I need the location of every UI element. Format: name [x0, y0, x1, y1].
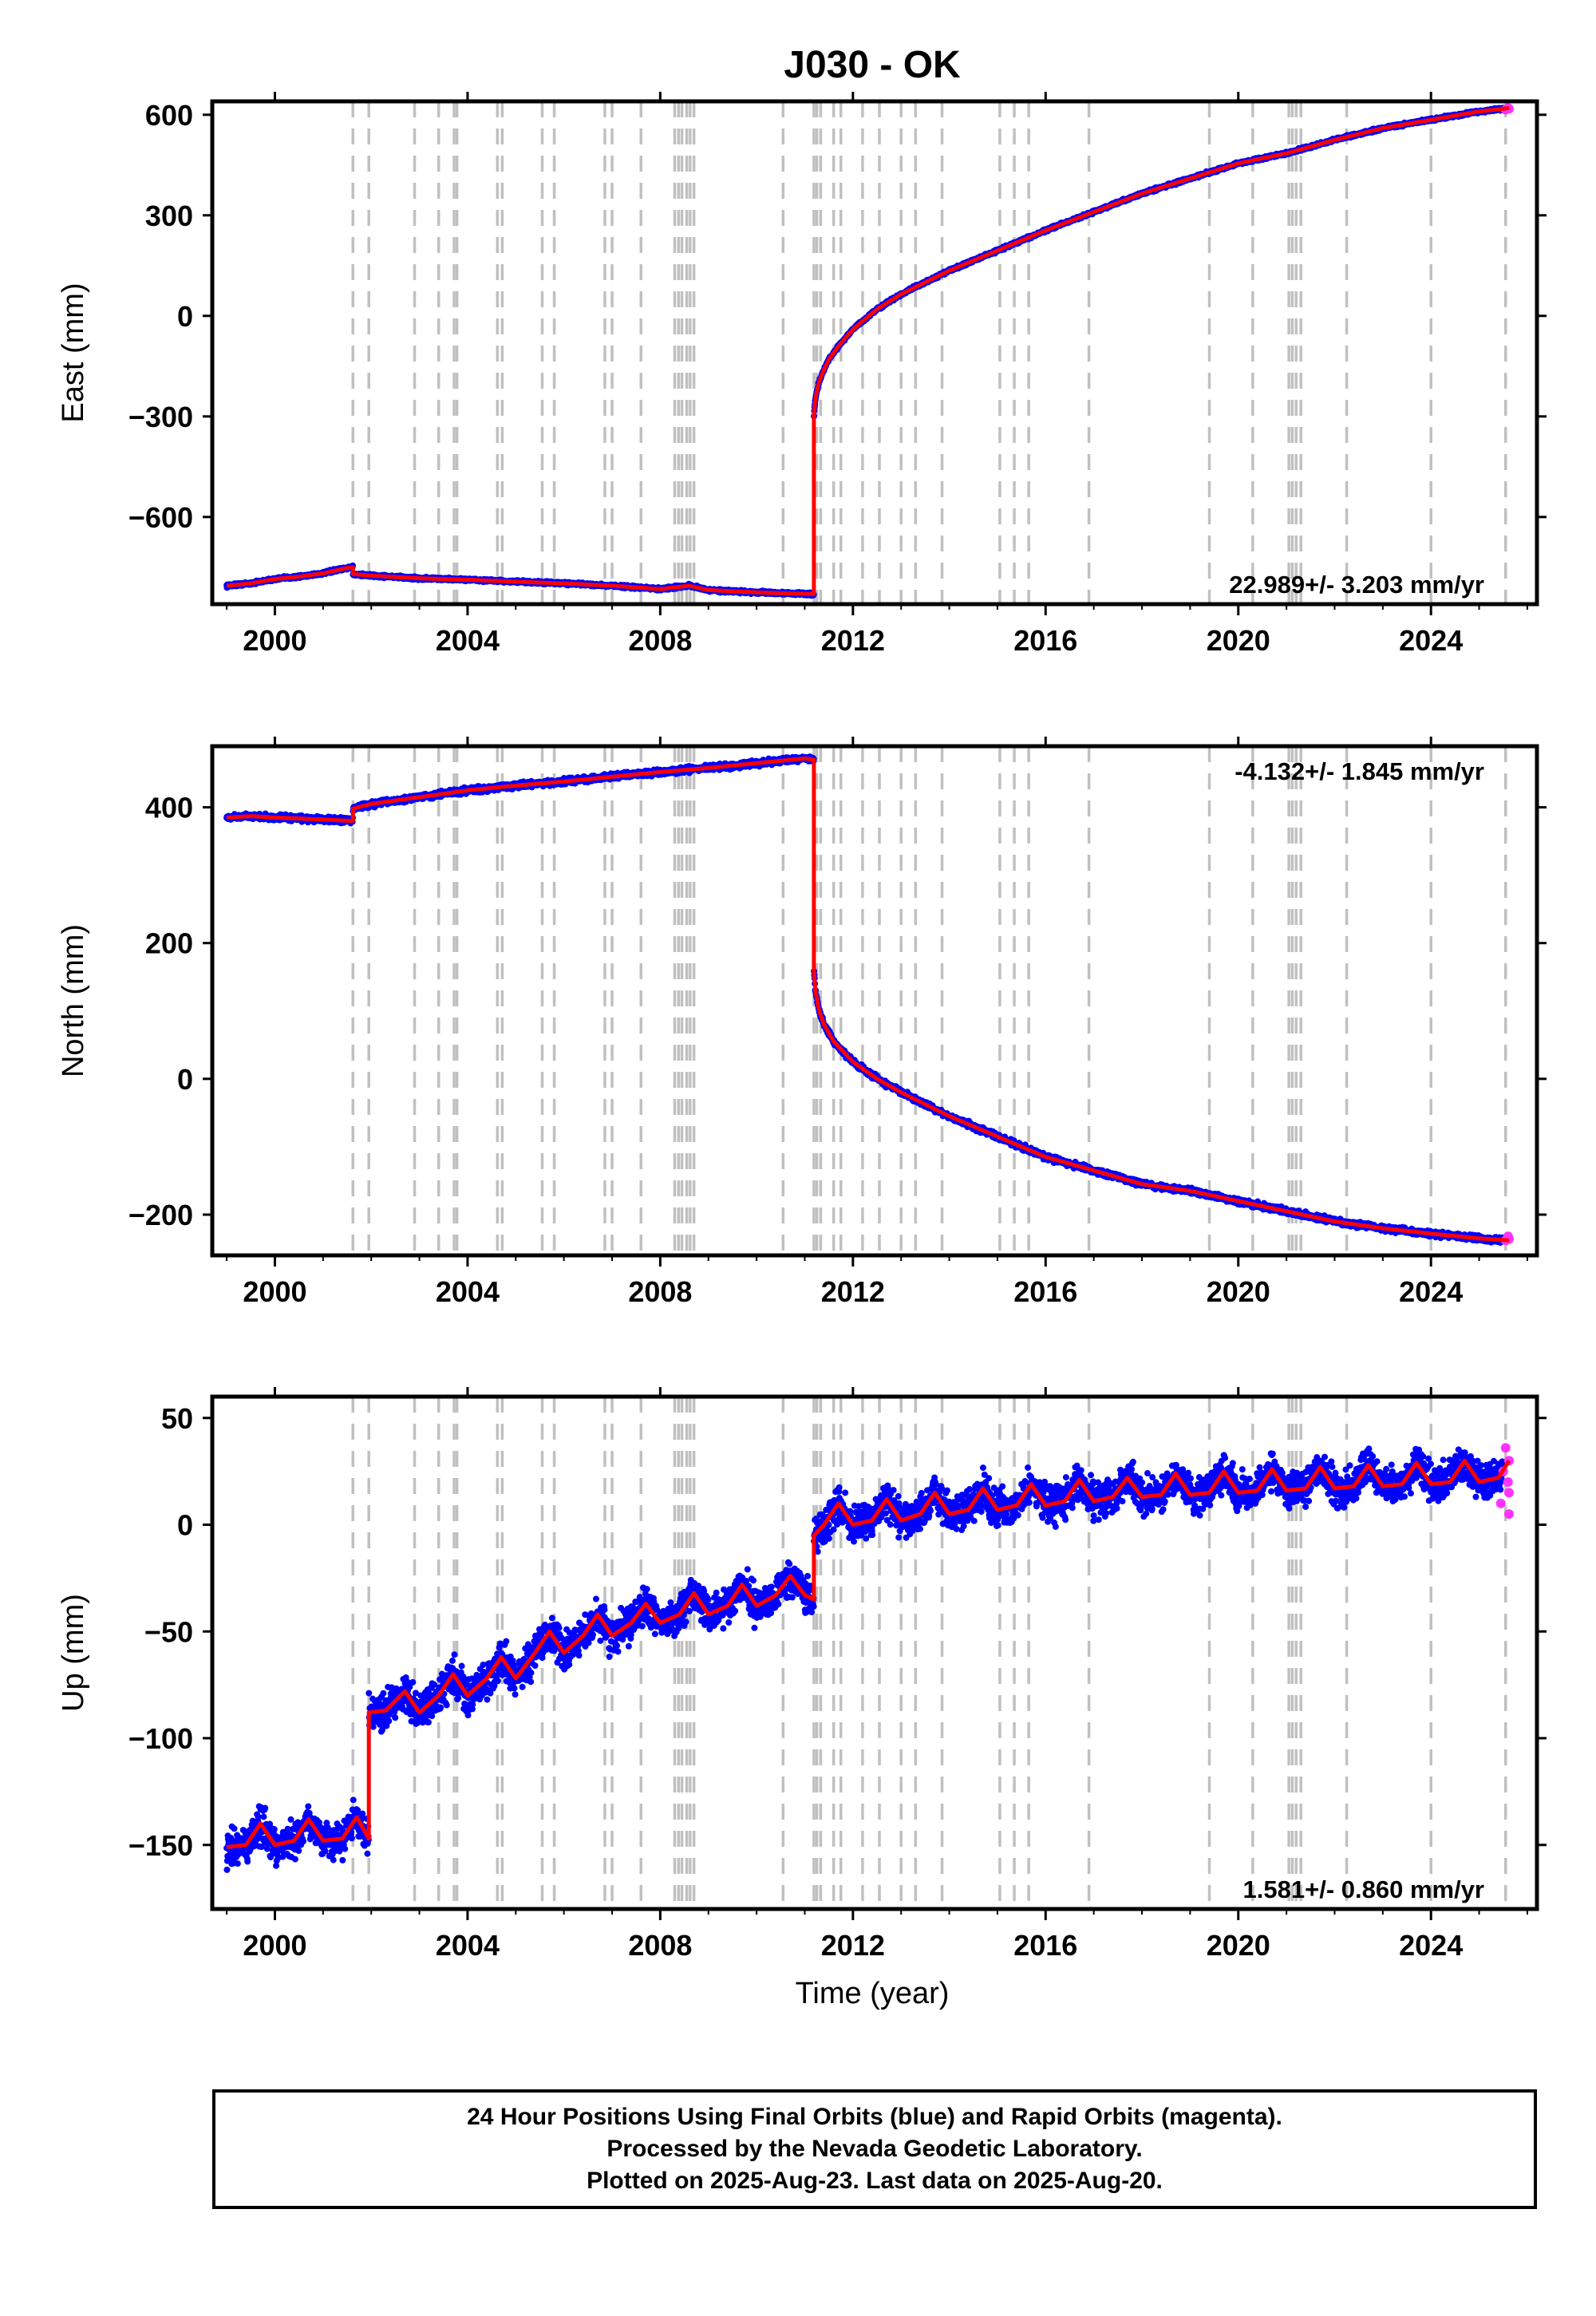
y-tick-label: 300	[145, 200, 193, 232]
x-tick-label: 2000	[243, 1275, 306, 1308]
x-tick-label: 2020	[1207, 1929, 1270, 1962]
x-tick-label: 2024	[1399, 624, 1463, 657]
x-tick-label: 2012	[821, 624, 885, 657]
x-tick-label: 2008	[628, 1275, 692, 1308]
y-tick-label: −300	[128, 401, 193, 433]
y-tick-label: 0	[177, 1509, 193, 1542]
x-tick-label: 2012	[821, 1275, 885, 1308]
rapid-orbit-point	[1503, 1509, 1514, 1520]
rapid-orbit-point	[1503, 1488, 1514, 1498]
y-tick-label: 400	[145, 792, 193, 824]
chart-title: J030 - OK	[784, 44, 961, 86]
model-line	[226, 1458, 1511, 1849]
y-tick-label: −200	[128, 1199, 193, 1231]
x-axis-label: Time (year)	[796, 1977, 950, 2010]
footer-line-orbits: 24 Hour Positions Using Final Orbits (bl…	[467, 2104, 1282, 2130]
y-tick-label: 600	[145, 99, 193, 132]
panel-north: −200 0 200 400 North (mm) 2000 2004 2008 2012 201…	[57, 737, 1547, 1308]
x-tick-label: 2008	[628, 1929, 692, 1962]
data-layer	[223, 103, 1514, 599]
footer-line-processed: Processed by the Nevada Geodetic Laborat…	[606, 2136, 1143, 2162]
rate-annotation: 1.581+/- 0.860 mm/yr	[1243, 1875, 1484, 1903]
y-tick-label: 0	[177, 1063, 193, 1096]
x-tick-label: 2016	[1013, 1275, 1077, 1308]
event-lines	[351, 101, 1507, 604]
plot-frame	[210, 99, 1539, 607]
y-tick-label: 0	[177, 300, 193, 333]
model-line	[226, 105, 1510, 596]
x-tick-label: 2020	[1207, 624, 1270, 657]
model-line	[226, 756, 1510, 1243]
x-tick-label: 2024	[1399, 1275, 1463, 1308]
x-tick-label: 2004	[436, 624, 500, 657]
rapid-orbit-point	[1495, 1498, 1506, 1508]
y-tick-label: 200	[145, 927, 193, 960]
panel-up: −150 −100 −50 0 50 Up (mm) 2000 2004 2008 2012 201…	[57, 1387, 1547, 1962]
x-tick-label: 2000	[243, 1929, 306, 1962]
x-tick-label: 2004	[436, 1929, 500, 1962]
rapid-orbit-point	[1500, 1443, 1511, 1453]
y-axis-label: East (mm)	[57, 283, 90, 422]
rapid-orbit-point	[1503, 1477, 1513, 1487]
final-orbit-points	[223, 1445, 1507, 1873]
panel-east: −600 −300 0 300 600 East (mm) 2000 2004 2008 2012…	[57, 92, 1547, 657]
y-tick-label: −600	[128, 501, 193, 534]
y-axis-label: Up (mm)	[57, 1594, 90, 1712]
x-tick-label: 2020	[1207, 1275, 1270, 1308]
rate-annotation: 22.989+/- 3.203 mm/yr	[1229, 571, 1484, 599]
data-layer	[223, 753, 1514, 1247]
x-tick-label: 2008	[628, 624, 692, 657]
y-tick-label: −50	[144, 1615, 193, 1648]
y-tick-label: 50	[161, 1402, 193, 1435]
event-lines	[351, 746, 1507, 1255]
x-tick-label: 2016	[1013, 624, 1077, 657]
data-layer	[223, 1443, 1514, 1873]
x-tick-label: 2000	[243, 624, 306, 657]
y-tick-label: −150	[128, 1829, 193, 1862]
y-axis-label: North (mm)	[57, 924, 90, 1077]
x-tick-label: 2012	[821, 1929, 885, 1962]
footer-info-box: 24 Hour Positions Using Final Orbits (bl…	[212, 2089, 1537, 2209]
rate-annotation: -4.132+/- 1.845 mm/yr	[1235, 757, 1484, 785]
plot-frame	[210, 1394, 1539, 1911]
x-tick-label: 2004	[436, 1275, 500, 1308]
x-tick-label: 2024	[1399, 1929, 1463, 1962]
plot-frame	[210, 744, 1539, 1258]
y-tick-label: −100	[128, 1722, 193, 1755]
footer-line-plotted: Plotted on 2025-Aug-23. Last data on 202…	[587, 2168, 1163, 2194]
x-tick-label: 2016	[1013, 1929, 1077, 1962]
